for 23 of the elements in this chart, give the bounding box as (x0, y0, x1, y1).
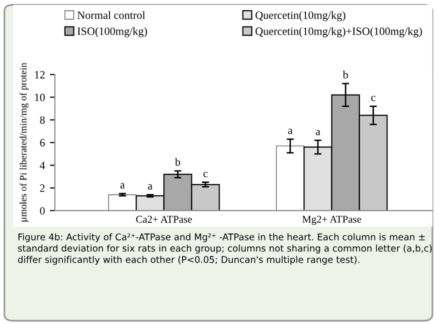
y-tick-label: 0 (40, 207, 45, 215)
data-label: a (288, 128, 293, 134)
legend-label: Normal control (77, 11, 146, 19)
data-label: a (120, 183, 125, 188)
y-tick-label: 2 (40, 184, 45, 192)
legend-label: ISO(100mg/kg) (78, 27, 147, 38)
legend-label: Quercetin(10mg/kg) (256, 11, 346, 22)
x-tick-label: Ca2+ ATPase (136, 216, 192, 223)
legend-label: Quercetin(10mg/kg)+ISO(100mg/kg) (256, 27, 422, 38)
y-tick-label: 12 (35, 71, 45, 78)
x-tick-label: Mg2+ ATPase (302, 216, 362, 225)
data-label: a (148, 184, 152, 190)
data-label: a (316, 130, 320, 136)
y-tick-label: 8 (40, 116, 45, 124)
y-tick-label: 6 (40, 139, 45, 147)
y-tick-label: 4 (40, 162, 45, 170)
data-label: b (175, 158, 180, 166)
data-label: b (342, 70, 348, 78)
data-label: c (371, 96, 376, 102)
y-axis-title: µmoles of Pi liberated/min/mg of protein (20, 62, 28, 222)
y-tick-label: 10 (35, 94, 45, 102)
data-label: c (203, 172, 208, 178)
caption: Figure 4b: Activity of Ca²⁺-ATPase and Mg²⁺ -ATPase in the heart. Each column is mean ± standard deviation for six rats in each group; columns not sharing a common letter (a,b,c) differ significantly with each other (P<0.05; Duncan's multiple range test). (18, 233, 432, 265)
